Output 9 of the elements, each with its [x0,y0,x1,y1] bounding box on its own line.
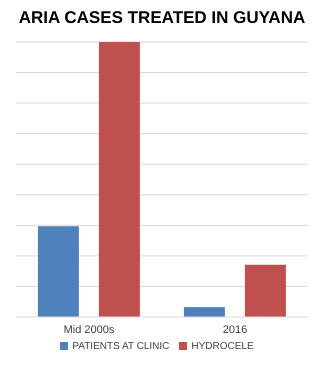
bar [98,42,140,317]
bar [38,226,79,317]
chart-title: ARIA CASES TREATED IN GUYANA [18,8,306,28]
x-tick-label: Mid 2000s [64,324,115,336]
bar [184,307,225,317]
legend-label: PATIENTS AT CLINIC [72,341,170,352]
bar [244,264,286,317]
legend-label: HYDROCELE [191,341,254,352]
x-tick-label: 2016 [222,324,248,336]
